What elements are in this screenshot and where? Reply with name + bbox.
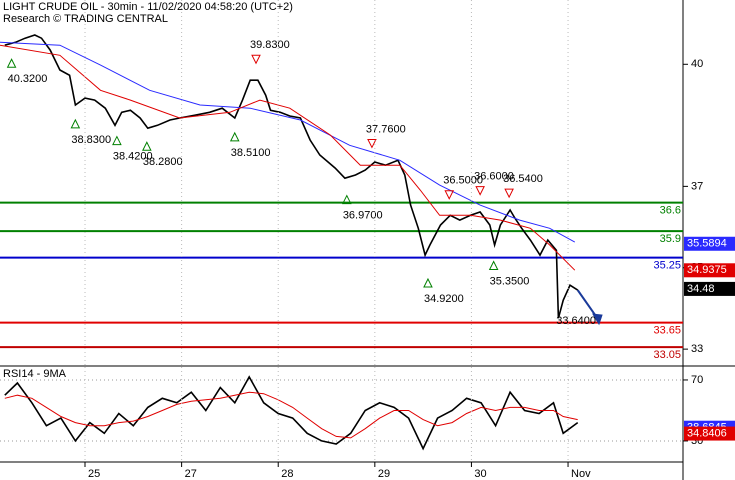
- x-tick-label: Nov: [571, 468, 591, 480]
- low-marker: [112, 135, 122, 146]
- high-label: 36.6000: [474, 171, 514, 183]
- x-tick-label: 28: [281, 468, 293, 480]
- last-value-label: 34.9375: [687, 264, 727, 276]
- y-tick-label: 40: [691, 58, 703, 70]
- chart-subtitle: Research © TRADING CENTRAL: [3, 13, 168, 25]
- low-marker: [229, 131, 240, 142]
- low-label: 35.3500: [490, 275, 530, 287]
- last-value-label: 34.8406: [687, 427, 727, 439]
- x-tick-label: 25: [88, 468, 100, 480]
- indicator-line: [0, 44, 576, 271]
- low-marker: [142, 141, 152, 151]
- price-line: [4, 34, 579, 319]
- arrow-head: [592, 313, 603, 326]
- low-label: 38.2800: [143, 156, 183, 168]
- low-label: 38.8300: [71, 134, 111, 146]
- level-label: 36.6: [660, 205, 681, 217]
- x-tick-label: 27: [185, 468, 197, 480]
- chart-title: LIGHT CRUDE OIL - 30min - 11/02/2020 04:…: [3, 1, 293, 13]
- x-tick-label: 30: [474, 468, 486, 480]
- last-value-box: [684, 236, 735, 251]
- price-line: [4, 375, 579, 451]
- last-value-box: [684, 263, 735, 278]
- level-label: 33.05: [653, 349, 681, 361]
- rsi-title: RSI14 - 9MA: [3, 368, 67, 380]
- last-value-label: 35.5894: [687, 238, 727, 250]
- last-value-box: [684, 426, 735, 441]
- level-label: 33.65: [653, 325, 681, 337]
- high-label: 39.8300: [250, 39, 290, 51]
- high-label: 36.5000: [443, 175, 483, 187]
- indicator-line: [0, 41, 576, 243]
- last-value-label: 34.48: [687, 283, 715, 295]
- low-marker: [342, 194, 352, 205]
- high-marker: [251, 54, 261, 65]
- low-marker: [6, 58, 17, 68]
- y-tick-label: 37: [691, 180, 703, 192]
- last-value-box: [684, 281, 735, 296]
- high-marker: [475, 186, 485, 196]
- low-label: 34.9200: [424, 293, 464, 305]
- low-marker: [488, 260, 499, 271]
- low-marker: [423, 277, 433, 288]
- target-label: 33.6400: [556, 315, 596, 327]
- low-label: 38.5100: [231, 147, 271, 159]
- level-label: 35.9: [660, 233, 681, 245]
- low-marker: [70, 118, 81, 129]
- high-label: 36.5400: [503, 173, 543, 185]
- low-label: 38.4200: [113, 150, 153, 162]
- y-tick-label: 70: [691, 374, 703, 386]
- x-tick-label: 29: [378, 468, 390, 480]
- high-marker: [504, 188, 514, 199]
- low-label: 36.9700: [343, 209, 383, 221]
- y-tick-label: 33: [691, 343, 703, 355]
- level-label: 35.25: [653, 259, 681, 271]
- low-label: 40.3200: [8, 73, 48, 85]
- high-marker: [444, 190, 455, 200]
- high-marker: [367, 138, 377, 149]
- high-label: 37.7600: [366, 123, 406, 135]
- indicator-line: [4, 391, 578, 439]
